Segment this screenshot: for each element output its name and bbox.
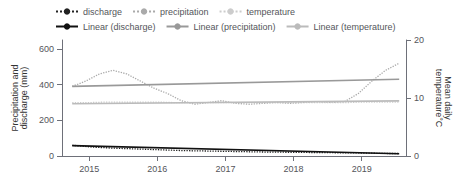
- svg-text:Linear (precipitation): Linear (precipitation): [194, 22, 276, 32]
- svg-text:precipitation: precipitation: [160, 7, 209, 17]
- svg-text:2018: 2018: [284, 164, 304, 174]
- svg-text:discharge (mm): discharge (mm): [19, 67, 29, 130]
- svg-text:Precipitation and: Precipitation and: [9, 64, 20, 132]
- svg-text:20: 20: [414, 35, 424, 45]
- svg-text:10: 10: [414, 93, 424, 103]
- svg-text:600: 600: [39, 44, 54, 54]
- svg-text:discharge: discharge: [83, 7, 122, 17]
- svg-text:2019: 2019: [352, 164, 372, 174]
- svg-text:0: 0: [414, 151, 419, 161]
- svg-text:200: 200: [39, 115, 54, 125]
- svg-text:temperature: temperature: [247, 7, 296, 17]
- svg-text:2017: 2017: [215, 164, 235, 174]
- svg-text:0: 0: [49, 151, 54, 161]
- svg-text:temperature°C: temperature°C: [434, 69, 444, 128]
- svg-text:Mean daily: Mean daily: [443, 76, 454, 120]
- svg-text:2016: 2016: [147, 164, 167, 174]
- svg-text:2015: 2015: [79, 164, 99, 174]
- svg-text:Linear (discharge): Linear (discharge): [83, 22, 156, 32]
- svg-text:400: 400: [39, 80, 54, 90]
- svg-text:Linear (temperature): Linear (temperature): [314, 22, 396, 32]
